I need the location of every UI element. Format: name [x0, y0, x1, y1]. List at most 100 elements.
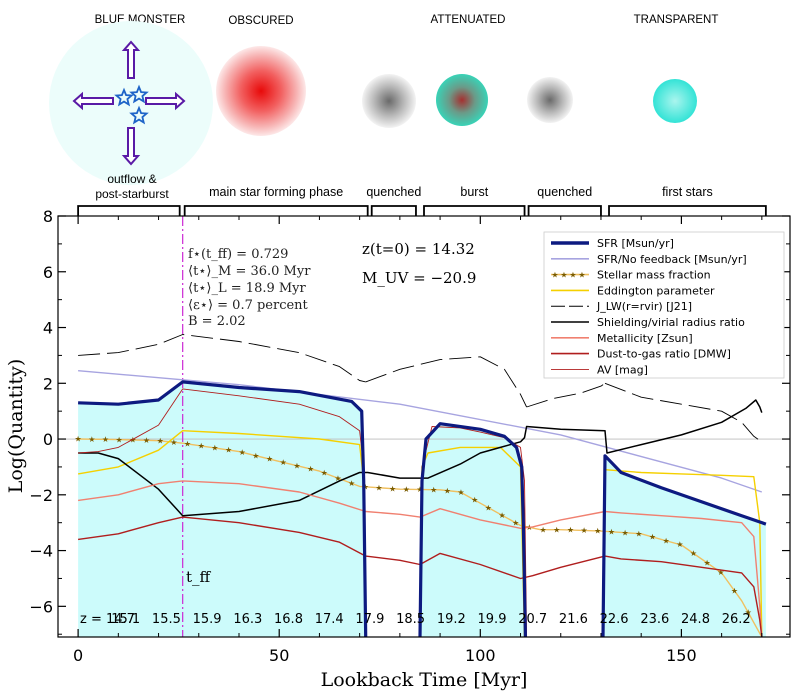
stellar-mass-marker: ★	[184, 440, 191, 449]
redshift-label: 16.8	[274, 612, 303, 627]
annotation-muv: M_UV = −20.9	[362, 269, 476, 287]
redshift-label: 15.9	[193, 612, 222, 627]
redshift-label: 16.3	[233, 612, 262, 627]
stellar-mass-marker: ★	[252, 451, 259, 460]
redshift-label: 19.2	[437, 612, 466, 627]
x-tick-label: 150	[666, 646, 697, 665]
x-tick-label: 50	[269, 646, 289, 665]
annotation-B: B = 2.02	[188, 314, 246, 329]
stellar-mass-marker: ★	[293, 461, 300, 470]
blue-star-icon	[129, 105, 149, 125]
y-tick-label: −4	[29, 542, 53, 561]
outflow-label-line2: post-starburst	[95, 187, 169, 201]
legend-label-metallicity: Metallicity [Zsun]	[597, 332, 693, 345]
attenuated-cloud-1	[362, 74, 416, 128]
stellar-mass-marker: ★	[266, 455, 273, 464]
blue-monster-illustration	[49, 21, 213, 185]
stellar-mass-marker: ★	[116, 435, 123, 444]
y-tick-label: −6	[29, 597, 53, 616]
attenuated-cloud-burst	[436, 74, 488, 126]
annotation-tff: t_ff	[186, 568, 212, 586]
plot-area: ★ ★ ★ ★ ★ ★ ★ ★ ★ ★ ★ ★ ★ ★ ★ ★ ★ ★ ★ ★ ★ ★ ★ ★ ★ ★ ★ ★ ★ ★ ★ ★ ★ ★ ★ ★ ★ ★ ★ ★…	[5, 207, 791, 691]
redshift-label: z = 14.7	[80, 612, 135, 627]
stellar-mass-marker: ★	[198, 442, 205, 451]
bracket-burst	[423, 205, 526, 216]
redshift-label: 26.2	[722, 612, 751, 627]
y-tick-label: 0	[43, 430, 53, 449]
redshift-label: 24.8	[681, 612, 710, 627]
stellar-mass-marker: ★	[334, 474, 341, 483]
plot-frame	[57, 215, 791, 638]
stellar-mass-marker: ★	[211, 444, 218, 453]
stellar-mass-marker: ★	[745, 608, 752, 617]
stellar-mass-marker: ★	[416, 485, 423, 494]
bracket-label-main-star-forming-phase: main star forming phase	[209, 185, 343, 199]
legend-label-av: AV [mag]	[597, 363, 648, 376]
stellar-mass-marker: ★	[430, 485, 437, 494]
stellar-mass-marker: ★	[608, 527, 615, 536]
stellar-mass-marker: ★	[389, 484, 396, 493]
annotation-t-light: ⟨t⋆⟩_L = 18.9 Myr	[188, 281, 307, 296]
axis-ticks: 0 50 100 150 −6 −4 −2 0 2 4 6 8	[29, 207, 790, 665]
sfr-fill-2	[419, 423, 526, 637]
bracket-outflow	[77, 205, 181, 216]
series-eddington-parameter-line-3	[602, 469, 763, 637]
redshift-label: 18.5	[396, 612, 425, 627]
phase-title-obscured: OBSCURED	[228, 15, 293, 27]
stellar-mass-marker: ★	[239, 448, 246, 457]
bracket-label-burst: burst	[460, 185, 488, 199]
legend-star-marker: ★	[551, 271, 558, 280]
stellar-mass-marker: ★	[321, 469, 328, 478]
stellar-mass-marker: ★	[580, 526, 587, 535]
stellar-mass-marker: ★	[717, 568, 724, 577]
phase-title-attenuated: ATTENUATED	[431, 14, 506, 26]
legend-star-marker: ★	[578, 271, 585, 280]
stellar-mass-marker: ★	[485, 503, 492, 512]
series-lines: ★ ★ ★ ★ ★ ★ ★ ★ ★ ★ ★ ★ ★ ★ ★ ★ ★ ★ ★ ★ ★ ★ ★ ★ ★ ★ ★ ★ ★ ★ ★ ★ ★ ★ ★ ★ ★ ★ ★ ★…	[75, 334, 767, 637]
phase-title-transparent: TRANSPARENT	[634, 14, 719, 26]
redshift-label: 15.1	[111, 612, 140, 627]
series-j-lw-r-rvir-line-4	[604, 382, 763, 443]
annotation-t-mass: ⟨t⋆⟩_M = 36.0 Myr	[188, 264, 311, 279]
redshift-label: 20.7	[518, 612, 547, 627]
series-shielding-virial-radius-ratio-line-1	[78, 399, 763, 517]
stellar-mass-marker: ★	[471, 496, 478, 505]
series-j-lw-r-rvir-line-1	[78, 334, 366, 383]
y-axis-label: Log(Quantity)	[5, 359, 27, 494]
bracket-quenched	[370, 205, 417, 216]
stellar-mass-marker: ★	[567, 526, 574, 535]
y-tick-label: 4	[43, 319, 53, 338]
transparent-cloud	[653, 79, 697, 123]
stellar-mass-marker: ★	[649, 533, 656, 542]
y-tick-label: 8	[43, 207, 53, 226]
obscured-cloud	[216, 46, 306, 136]
redshift-label: 22.6	[600, 612, 629, 627]
stellar-mass-marker: ★	[704, 559, 711, 568]
stellar-mass-marker: ★	[594, 527, 601, 536]
series-metallicity-line-1	[78, 480, 763, 637]
legend-label-sfr: SFR [Msun/yr]	[597, 237, 674, 250]
legend-label-sfr-no-feedback: SFR/No feedback [Msun/yr]	[597, 253, 747, 266]
phase-brackets: main star forming phase quenched burst quen…	[77, 185, 767, 216]
outflow-label-line1: outflow &	[107, 172, 156, 186]
stellar-mass-marker: ★	[280, 458, 287, 467]
redshift-label: 17.9	[355, 612, 384, 627]
stellar-mass-marker: ★	[635, 529, 642, 538]
stellar-mass-marker: ★	[170, 438, 177, 447]
series-sfr-line-2	[418, 422, 527, 637]
stellar-mass-marker: ★	[225, 446, 232, 455]
legend-label-eddington-parameter: Eddington parameter	[597, 284, 715, 297]
legend-label-stellar-mass-fraction: Stellar mass fraction	[597, 269, 711, 282]
stellar-mass-marker: ★	[539, 525, 546, 534]
stellar-mass-marker: ★	[375, 483, 382, 492]
legend-label-shielding-virial-radius-ratio: Shielding/virial radius ratio	[597, 316, 745, 329]
legend-label-dust-to-gas-ratio: Dust-to-gas ratio [DMW]	[597, 348, 731, 361]
bracket-label-quenched: quenched	[537, 185, 592, 199]
series-sfr-line-3	[601, 454, 767, 637]
stellar-mass-marker: ★	[663, 536, 670, 545]
stellar-mass-marker: ★	[690, 549, 697, 558]
stellar-mass-marker: ★	[129, 436, 136, 445]
sfr-fill-areas	[78, 381, 766, 637]
sfr-fill-1	[78, 381, 366, 637]
